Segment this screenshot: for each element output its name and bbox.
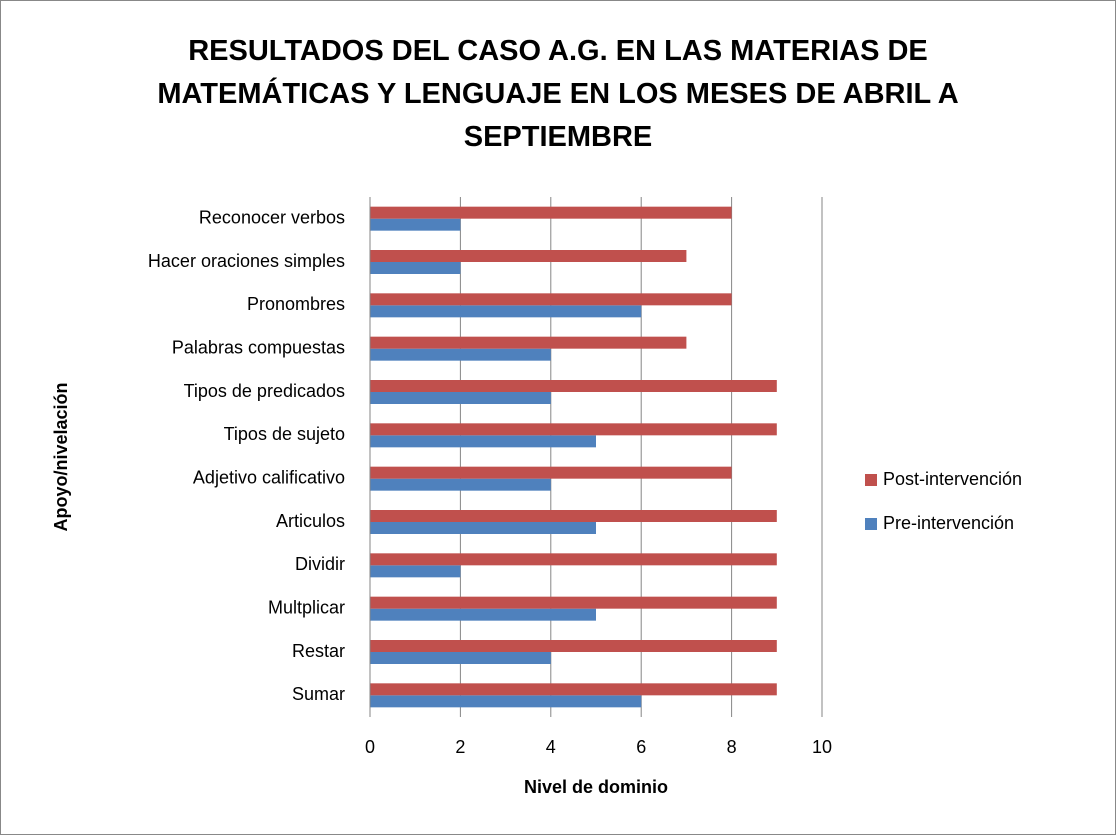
bar (370, 565, 461, 578)
bar (370, 380, 777, 392)
bar (370, 522, 596, 534)
bar (370, 478, 551, 491)
legend-swatch (865, 518, 877, 530)
y-tick-label: Reconocer verbos (199, 207, 345, 227)
bar (370, 262, 461, 274)
y-tick-label: Sumar (292, 684, 345, 704)
y-tick-label: Adjetivo calificativo (193, 467, 345, 487)
bar (370, 206, 732, 219)
bar (370, 652, 551, 664)
legend-label: Post-intervención (883, 469, 1022, 489)
x-tick-label: 8 (727, 737, 737, 757)
bar (370, 466, 732, 479)
bar (370, 683, 777, 696)
bar (370, 423, 777, 436)
x-tick-label: 4 (546, 737, 556, 757)
x-axis-label: Nivel de dominio (524, 777, 668, 797)
y-tick-label: Dividir (295, 554, 345, 574)
y-tick-label: Palabras compuestas (172, 337, 345, 357)
y-tick-label: Articulos (276, 511, 345, 531)
y-tick-label: Restar (292, 641, 345, 661)
y-tick-label: Hacer oraciones simples (148, 251, 345, 271)
bar (370, 608, 596, 621)
bar (370, 305, 642, 318)
bar (370, 336, 687, 349)
chart-title: RESULTADOS DEL CASO A.G. EN LAS MATERIAS… (157, 35, 959, 153)
bar (370, 218, 461, 231)
bar (370, 348, 551, 361)
y-tick-label: Multplicar (268, 597, 345, 617)
bar (370, 553, 777, 566)
x-tick-label: 2 (455, 737, 465, 757)
bar (370, 640, 777, 652)
x-tick-label: 10 (812, 737, 832, 757)
legend-swatch (865, 474, 877, 486)
bar (370, 695, 642, 708)
bar (370, 435, 596, 448)
x-tick-label: 0 (365, 737, 375, 757)
bar (370, 250, 687, 262)
bar (370, 293, 732, 306)
bar (370, 392, 551, 404)
legend-label: Pre-intervención (883, 513, 1014, 533)
bar (370, 596, 777, 609)
y-axis-label: Apoyo/nivelación (51, 382, 71, 531)
bar (370, 510, 777, 522)
y-tick-label: Tipos de sujeto (224, 424, 345, 444)
y-tick-label: Tipos de predicados (184, 381, 345, 401)
y-tick-label: Pronombres (247, 294, 345, 314)
x-tick-label: 6 (636, 737, 646, 757)
